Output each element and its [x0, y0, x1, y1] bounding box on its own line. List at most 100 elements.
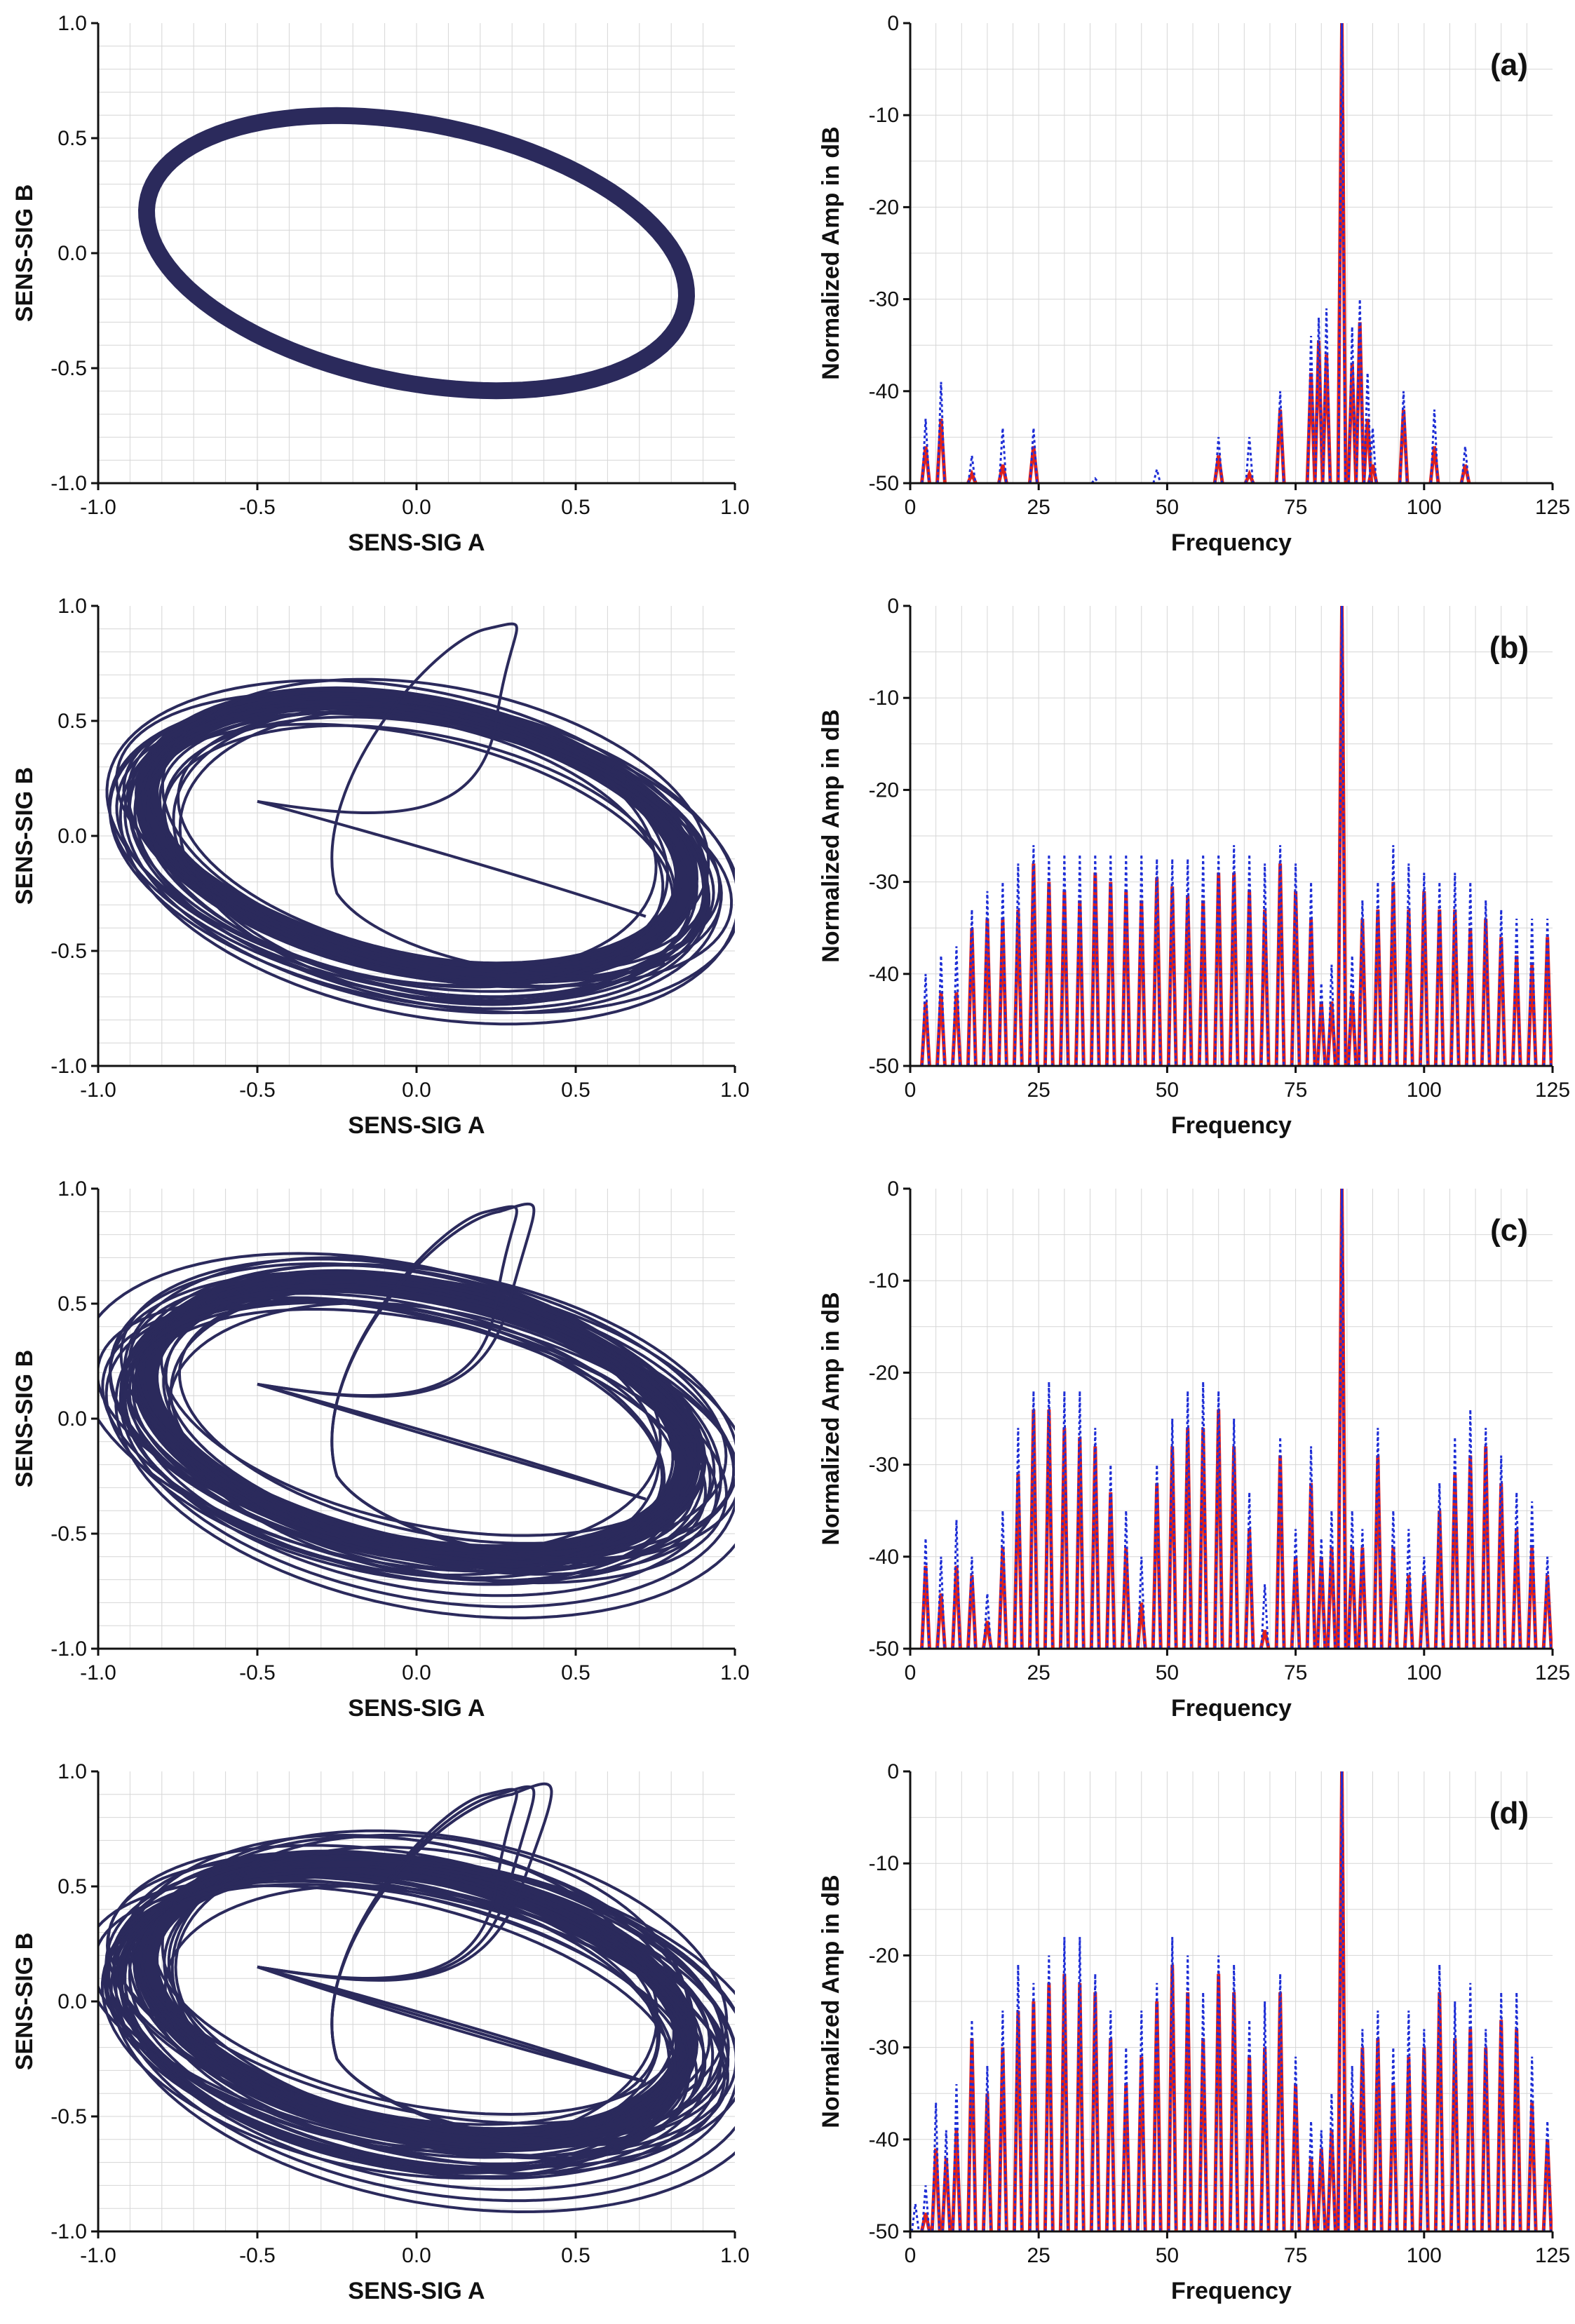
transient-spike-loop — [257, 1782, 666, 2147]
y-tick-label: -0.5 — [50, 357, 87, 380]
spectral-peak-reference — [1316, 2130, 1326, 2231]
trajectory-loop — [161, 677, 710, 969]
transient-entry-line — [257, 1965, 647, 2083]
spectral-peak-reference — [1245, 1492, 1255, 1649]
x-axis-label: SENS-SIG A — [348, 2278, 485, 2304]
spectral-peak-reference — [952, 946, 961, 1066]
spectral-peak-reference — [1260, 2001, 1270, 2231]
x-axis-label: Frequency — [1171, 2278, 1292, 2304]
y-tick-label: -20 — [869, 778, 899, 802]
spectral-peak-main — [1074, 900, 1086, 1066]
spectral-peak-reference — [1466, 1982, 1475, 2231]
y-tick-label: -50 — [869, 1637, 899, 1661]
y-tick-label: -30 — [869, 1454, 899, 1477]
spectral-peak-reference — [1419, 1556, 1429, 1649]
transient-spike-loop — [257, 1202, 666, 1562]
spectral-peak-reference — [1137, 2011, 1147, 2231]
spectral-peak-reference — [1291, 1529, 1301, 1649]
x-tick-label: 75 — [1284, 1661, 1307, 1684]
x-tick-label: 0.5 — [561, 2244, 590, 2267]
spectrum-panel: 0 25 50 75 100 125 0 -10 -20 -30 -40 -50 Frequency No… — [818, 12, 1570, 556]
trajectory-loop — [146, 702, 706, 999]
trajectory-loop — [123, 1256, 662, 1555]
spectral-peak-reference — [1481, 2029, 1491, 2231]
spectral-peak-reference — [1388, 1511, 1398, 1649]
spectrum-marks — [910, 1771, 1553, 2231]
y-tick-label: -20 — [869, 1944, 899, 1967]
x-tick-label: 1.0 — [720, 1661, 750, 1684]
spectral-peak-reference — [1245, 437, 1255, 483]
y-axis-label: Normalized Amp in dB — [818, 126, 844, 379]
y-tick-label: -40 — [869, 1546, 899, 1569]
spectral-peak-reference — [941, 2130, 951, 2231]
spectral-peak-reference — [1358, 900, 1367, 1066]
panel-label: (d) — [1489, 1796, 1529, 1830]
spectral-peak-reference — [998, 1511, 1008, 1649]
spectral-peak-reference — [1029, 1982, 1039, 2231]
y-tick-label: -20 — [869, 196, 899, 219]
spectral-peak-reference — [1435, 1964, 1445, 2231]
spectral-peak-reference — [1430, 409, 1439, 483]
y-tick-label: -0.5 — [50, 940, 87, 963]
y-tick-label: -1.0 — [50, 2220, 87, 2243]
spectral-peak-reference — [1399, 391, 1408, 483]
y-tick-label: -10 — [869, 687, 899, 710]
transient-entry-line — [257, 799, 647, 918]
trajectory-group — [105, 622, 735, 1026]
spectral-peak-reference — [1075, 1937, 1085, 2231]
spectral-peak-reference — [1276, 391, 1285, 483]
spectral-peak-main — [1495, 2020, 1507, 2231]
x-axis-label: SENS-SIG A — [348, 1695, 485, 1722]
y-tick-label: -10 — [869, 1269, 899, 1292]
spectral-peak-main — [1243, 469, 1255, 483]
spectral-peak-reference — [1527, 2056, 1537, 2231]
y-tick-label: -1.0 — [50, 472, 87, 495]
x-tick-label: 100 — [1407, 1661, 1442, 1684]
trajectory-excursion — [119, 1858, 735, 2191]
x-tick-label: 0.0 — [402, 1079, 431, 1102]
spectral-peak-reference — [1183, 1391, 1193, 1649]
y-axis-label: Normalized Amp in dB — [818, 1292, 844, 1545]
y-tick-label: -30 — [869, 871, 899, 894]
spectral-peak-reference — [1198, 1992, 1208, 2231]
x-tick-label: -1.0 — [80, 2244, 116, 2267]
y-tick-label: -50 — [869, 1055, 899, 1078]
y-tick-label: 1.0 — [58, 1177, 87, 1201]
y-tick-label: -0.5 — [50, 2105, 87, 2128]
trajectory-group — [137, 107, 696, 400]
x-tick-label: -1.0 — [80, 1079, 116, 1102]
spectral-peak-reference — [1214, 1955, 1224, 2231]
y-tick-label: 0.0 — [58, 1407, 87, 1431]
trajectory-loop — [161, 1829, 729, 2137]
spectral-peak-reference — [982, 2065, 992, 2231]
spectral-peak-reference — [952, 1520, 961, 1649]
spectral-peak-reference — [1337, 605, 1346, 1066]
trajectory-excursion — [119, 692, 735, 1026]
trajectory-loop — [126, 694, 695, 981]
spectral-peak-reference — [1404, 863, 1414, 1066]
y-tick-label: 0 — [887, 1760, 899, 1783]
x-tick-label: 0.0 — [402, 496, 431, 519]
y-tick-label: -20 — [869, 1361, 899, 1384]
x-tick-label: -1.0 — [80, 1661, 116, 1684]
spectral-peak-reference — [1419, 2029, 1429, 2231]
spectral-peak-reference — [1168, 1418, 1177, 1649]
spectral-peak-main — [1541, 937, 1553, 1066]
x-tick-label: 75 — [1284, 496, 1307, 519]
spectrum-panel: 0 25 50 75 100 125 0 -10 -20 -30 -40 -50 Frequency No… — [818, 595, 1570, 1139]
spectral-peak-reference — [1373, 2011, 1383, 2231]
trajectory-excursion — [109, 1853, 735, 2214]
spectral-peak-reference — [1152, 1982, 1162, 2231]
trajectory-loop — [140, 1868, 659, 2126]
spectral-peak-reference — [936, 381, 946, 483]
trajectory-excursion — [128, 1861, 705, 2169]
spectral-peak-reference — [967, 909, 977, 1066]
spectral-peak-reference — [1496, 909, 1506, 1066]
trajectory-loop — [105, 679, 709, 993]
spectral-peak-reference — [1347, 1511, 1357, 1649]
spectral-peak-reference — [1013, 1964, 1023, 2231]
spectrum-marks — [920, 22, 1471, 483]
x-axis-label: SENS-SIG A — [348, 1112, 485, 1139]
spectral-peak-reference — [1229, 845, 1239, 1066]
trajectory-loop — [104, 1859, 691, 2159]
